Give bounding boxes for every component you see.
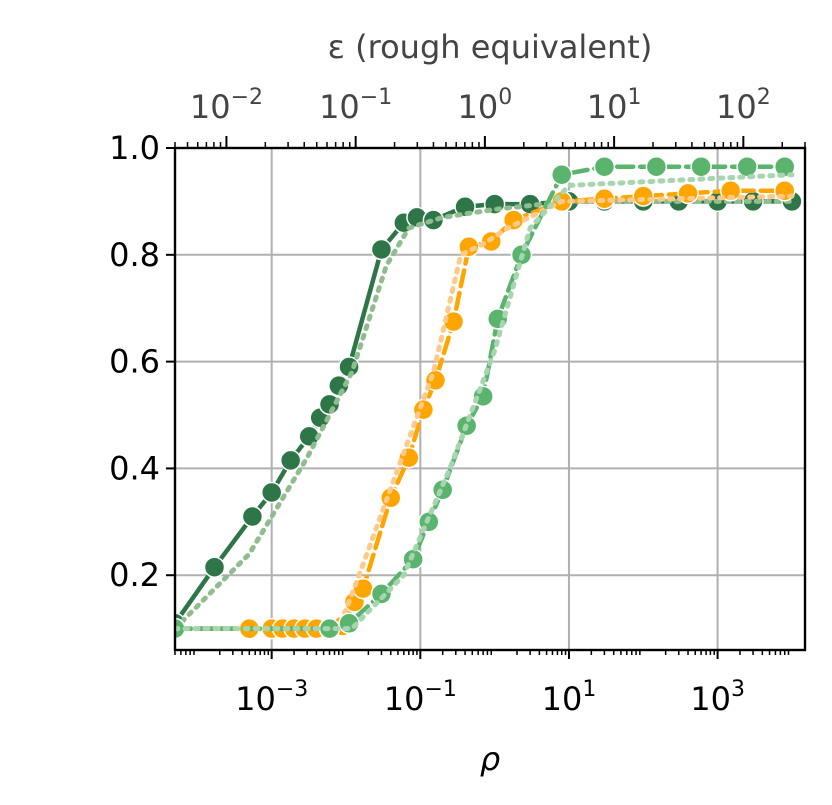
data-point [279,449,302,472]
y-tick-label: 0.2 [109,556,160,594]
series-4 [175,155,796,640]
series-line [175,198,795,632]
series-1 [175,198,795,632]
series-2 [175,179,796,640]
top-tick-label: 10−2 [190,85,263,126]
top-tick-label: 102 [716,85,771,126]
x-tick-label: 10−3 [235,677,308,718]
series-5 [175,172,795,632]
series-layer [175,155,803,640]
data-point [690,155,712,178]
top-tick-label: 100 [458,85,513,126]
data-point [736,155,758,178]
top-tick-label: 101 [587,85,642,126]
top-tick-label: 10−1 [319,85,392,126]
series-line [175,172,795,632]
series-line [175,188,787,631]
tick-layer: 0.2 0.4 0.6 0.8 1.0 10−3 10−1 101 103 10−2 10−1 100… [109,85,806,718]
x-axis-title: ρ [480,740,500,778]
series-0 [175,190,803,635]
x-tick-label: 103 [690,677,745,718]
data-point [551,163,573,186]
series-line [175,193,795,632]
y-tick-label: 0.6 [109,343,160,381]
data-point [645,155,668,178]
top-axis-title: ε (rough equivalent) [328,28,653,66]
data-point [422,209,445,231]
data-point [370,583,393,605]
y-tick-label: 0.8 [109,236,160,274]
data-point [260,481,283,504]
y-tick-label: 1.0 [109,129,160,167]
data-point [241,505,264,528]
series-3 [175,193,795,632]
plot-frame [173,146,807,652]
data-point [719,179,742,202]
data-point [370,238,393,261]
x-tick-label: 10−1 [384,677,457,718]
data-point [632,185,655,207]
y-tick-label: 0.4 [109,449,160,487]
data-point [593,155,616,178]
x-tick-label: 101 [542,677,597,718]
series-line [175,199,795,626]
data-point [203,556,226,578]
